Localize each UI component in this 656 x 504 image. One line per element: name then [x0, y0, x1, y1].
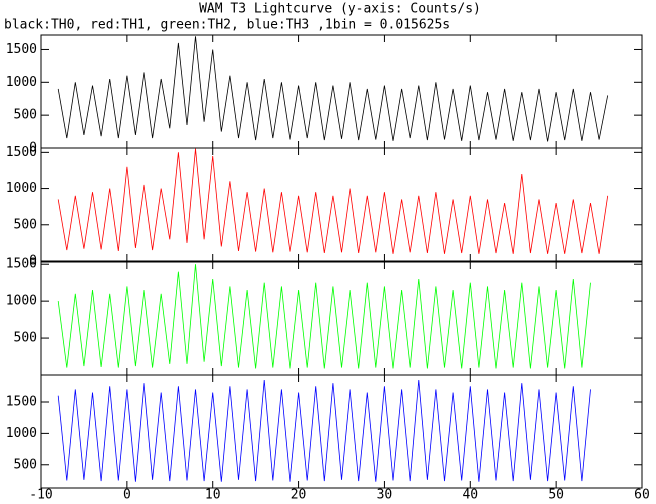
x-tick-label: 60 [634, 488, 650, 503]
y-tick-label: 500 [14, 331, 37, 346]
x-tick-label: 0 [123, 488, 131, 503]
y-tick-label: 1000 [6, 294, 37, 309]
x-tick-label: -10 [29, 488, 52, 503]
y-tick-label: 1000 [6, 426, 37, 441]
panel-frame [40, 147, 643, 262]
y-tick-label: 1500 [6, 145, 37, 160]
y-tick-label: 1500 [6, 42, 37, 57]
y-tick-label: 500 [14, 108, 37, 123]
x-tick-label: 30 [377, 488, 393, 503]
y-tick-label: 1000 [6, 181, 37, 196]
y-tick-label: 0 [29, 254, 37, 269]
y-tick-label: 0 [29, 141, 37, 156]
y-tick-label: 1000 [6, 75, 37, 90]
lightcurve [57, 36, 609, 142]
chart-title: WAM T3 Lightcurve (y-axis: Counts/s) [199, 2, 481, 17]
y-tick-label: 1500 [6, 394, 37, 409]
x-tick-label: 50 [548, 488, 564, 503]
y-tick-label: 1500 [6, 257, 37, 272]
panel-frame [40, 34, 643, 149]
panel-frame [40, 261, 643, 376]
lightcurve [57, 264, 591, 369]
x-tick-label: 10 [205, 488, 221, 503]
panel-frame [40, 374, 643, 489]
x-tick-label: 40 [462, 488, 478, 503]
y-tick-label: 500 [14, 457, 37, 472]
lightcurve [57, 148, 609, 254]
y-tick-label: 500 [14, 217, 37, 232]
chart-subtitle: black:TH0, red:TH1, green:TH2, blue:TH3 … [4, 18, 450, 33]
x-tick-label: 20 [291, 488, 307, 503]
lightcurve [57, 379, 591, 482]
